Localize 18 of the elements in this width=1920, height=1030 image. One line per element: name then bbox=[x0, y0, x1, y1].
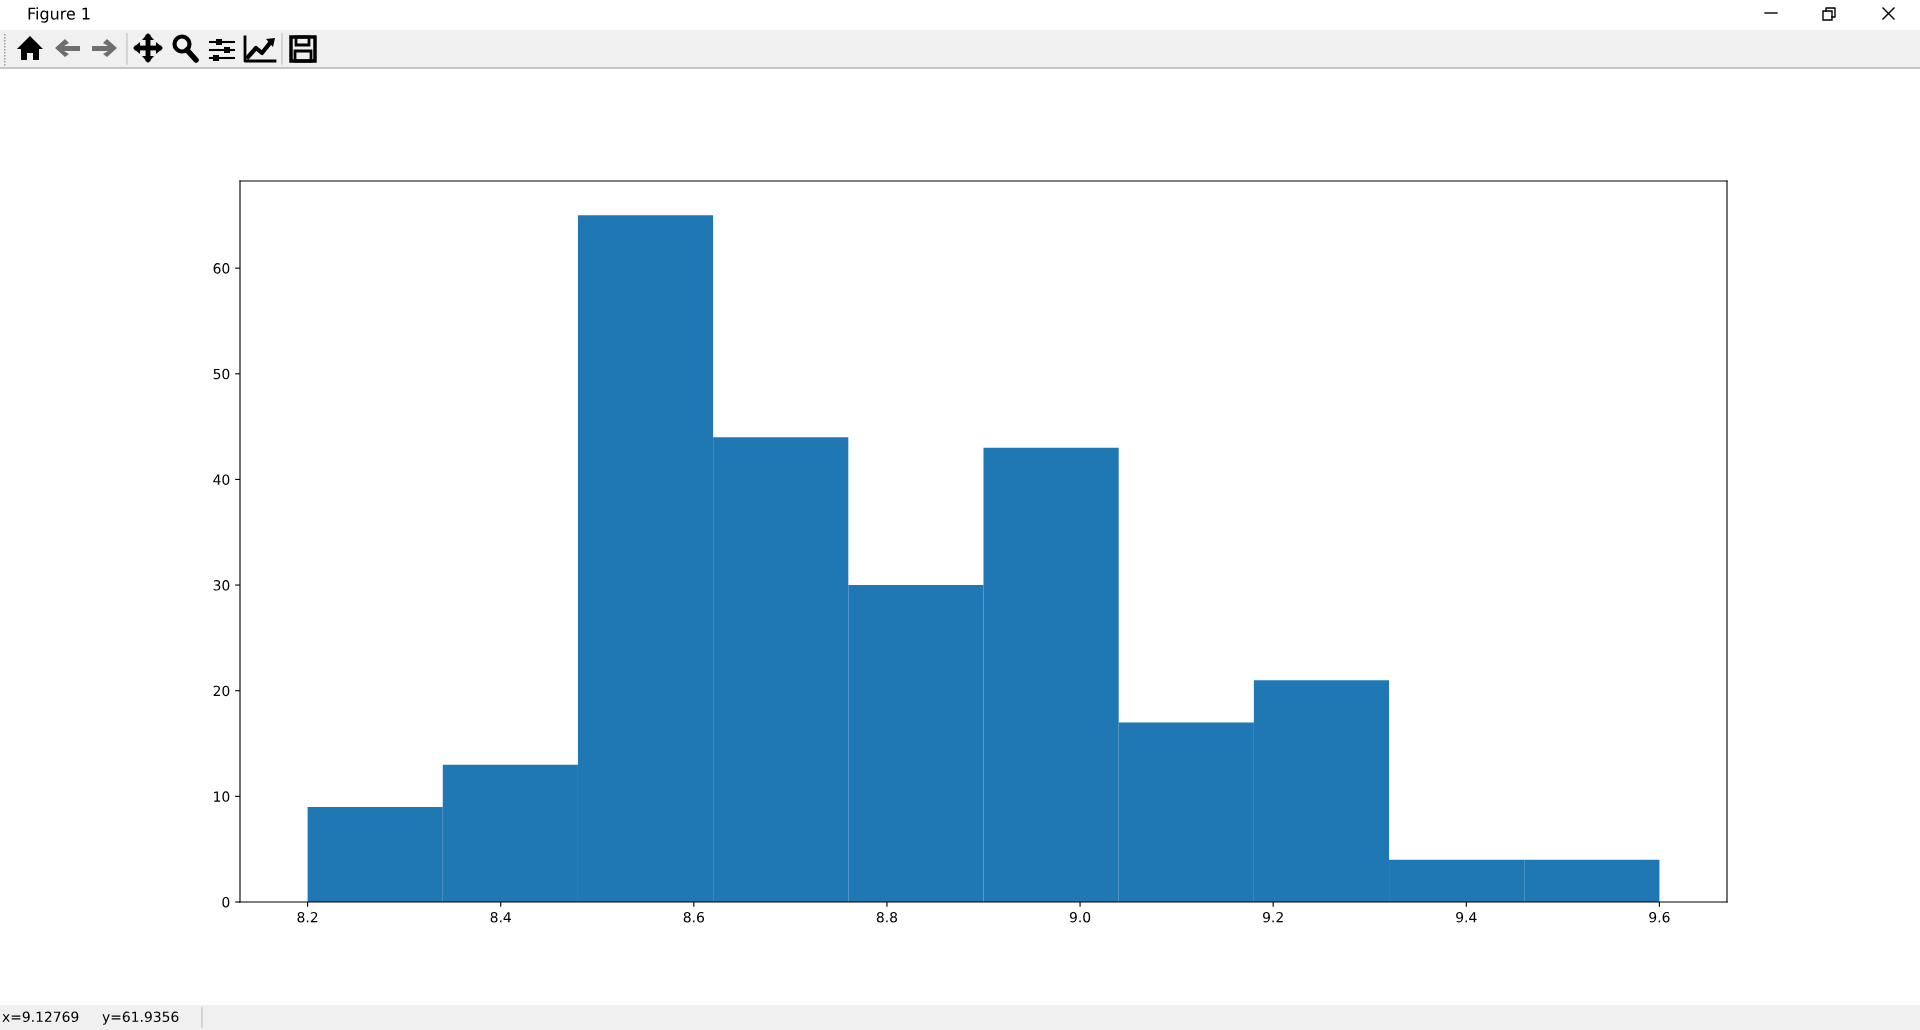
x-tick-label: 8.8 bbox=[876, 911, 898, 923]
x-tick-label: 8.2 bbox=[297, 911, 318, 923]
text: x=9.12769 bbox=[2, 1011, 79, 1023]
x-tick-label: 9.0 bbox=[1069, 911, 1091, 923]
y-tick-label: 50 bbox=[213, 368, 230, 380]
text: y=61.9356 bbox=[102, 1011, 179, 1025]
y-tick-label: 20 bbox=[213, 685, 230, 697]
x-tick-label: 8.6 bbox=[683, 911, 704, 923]
caption: Figure 1 bbox=[28, 7, 90, 23]
y-tick-label: 30 bbox=[213, 580, 230, 591]
x-tick-label: 9.4 bbox=[1456, 911, 1477, 923]
x-tick-label: 9.2 bbox=[1263, 911, 1283, 923]
y-tick-label: 60 bbox=[213, 263, 230, 274]
x-tick-label: 8.4 bbox=[490, 911, 511, 923]
y-tick-label: 10 bbox=[214, 791, 230, 802]
x-tick-label: 9.6 bbox=[1649, 911, 1670, 923]
y-tick-label: 40 bbox=[213, 474, 230, 485]
y-tick-label: 0 bbox=[222, 896, 230, 908]
